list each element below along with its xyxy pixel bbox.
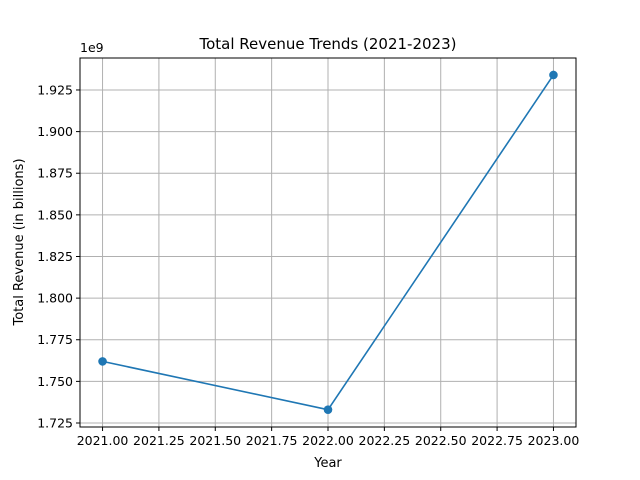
chart-title: Total Revenue Trends (2021-2023) [199,35,457,53]
x-tick-label: 2021.25 [133,433,185,448]
axis-ticks: 2021.00 2021.25 2021.50 2021.75 2022.00 2022.… [37,82,579,448]
y-axis-label: Total Revenue (in billions) [12,158,27,326]
x-tick-label: 2021.00 [77,433,129,448]
y-tick-label: 1.900 [37,124,73,139]
y-tick-label: 1.775 [37,332,73,347]
y-tick-label: 1.725 [37,416,73,431]
grid-lines [80,58,576,427]
y-tick-label: 1.850 [37,207,73,222]
x-tick-label: 2022.75 [471,433,523,448]
x-tick-label: 2023.00 [528,433,580,448]
x-tick-label: 2022.00 [302,433,354,448]
y-tick-label: 1.750 [37,374,73,389]
data-point [98,357,107,366]
x-tick-label: 2021.50 [189,433,241,448]
x-axis-label: Year [313,456,342,471]
data-point [549,70,558,80]
data-series [98,70,558,414]
y-tick-label: 1.925 [37,82,73,97]
y-tick-label: 1.875 [37,166,73,181]
y-axis-offset-label: 1e9 [80,40,104,55]
x-tick-label: 2021.75 [246,433,298,448]
x-tick-label: 2022.25 [359,433,411,448]
data-point [323,405,333,414]
y-tick-label: 1.825 [37,249,73,264]
y-tick-label: 1.800 [37,291,73,306]
x-tick-label: 2022.50 [415,433,467,448]
